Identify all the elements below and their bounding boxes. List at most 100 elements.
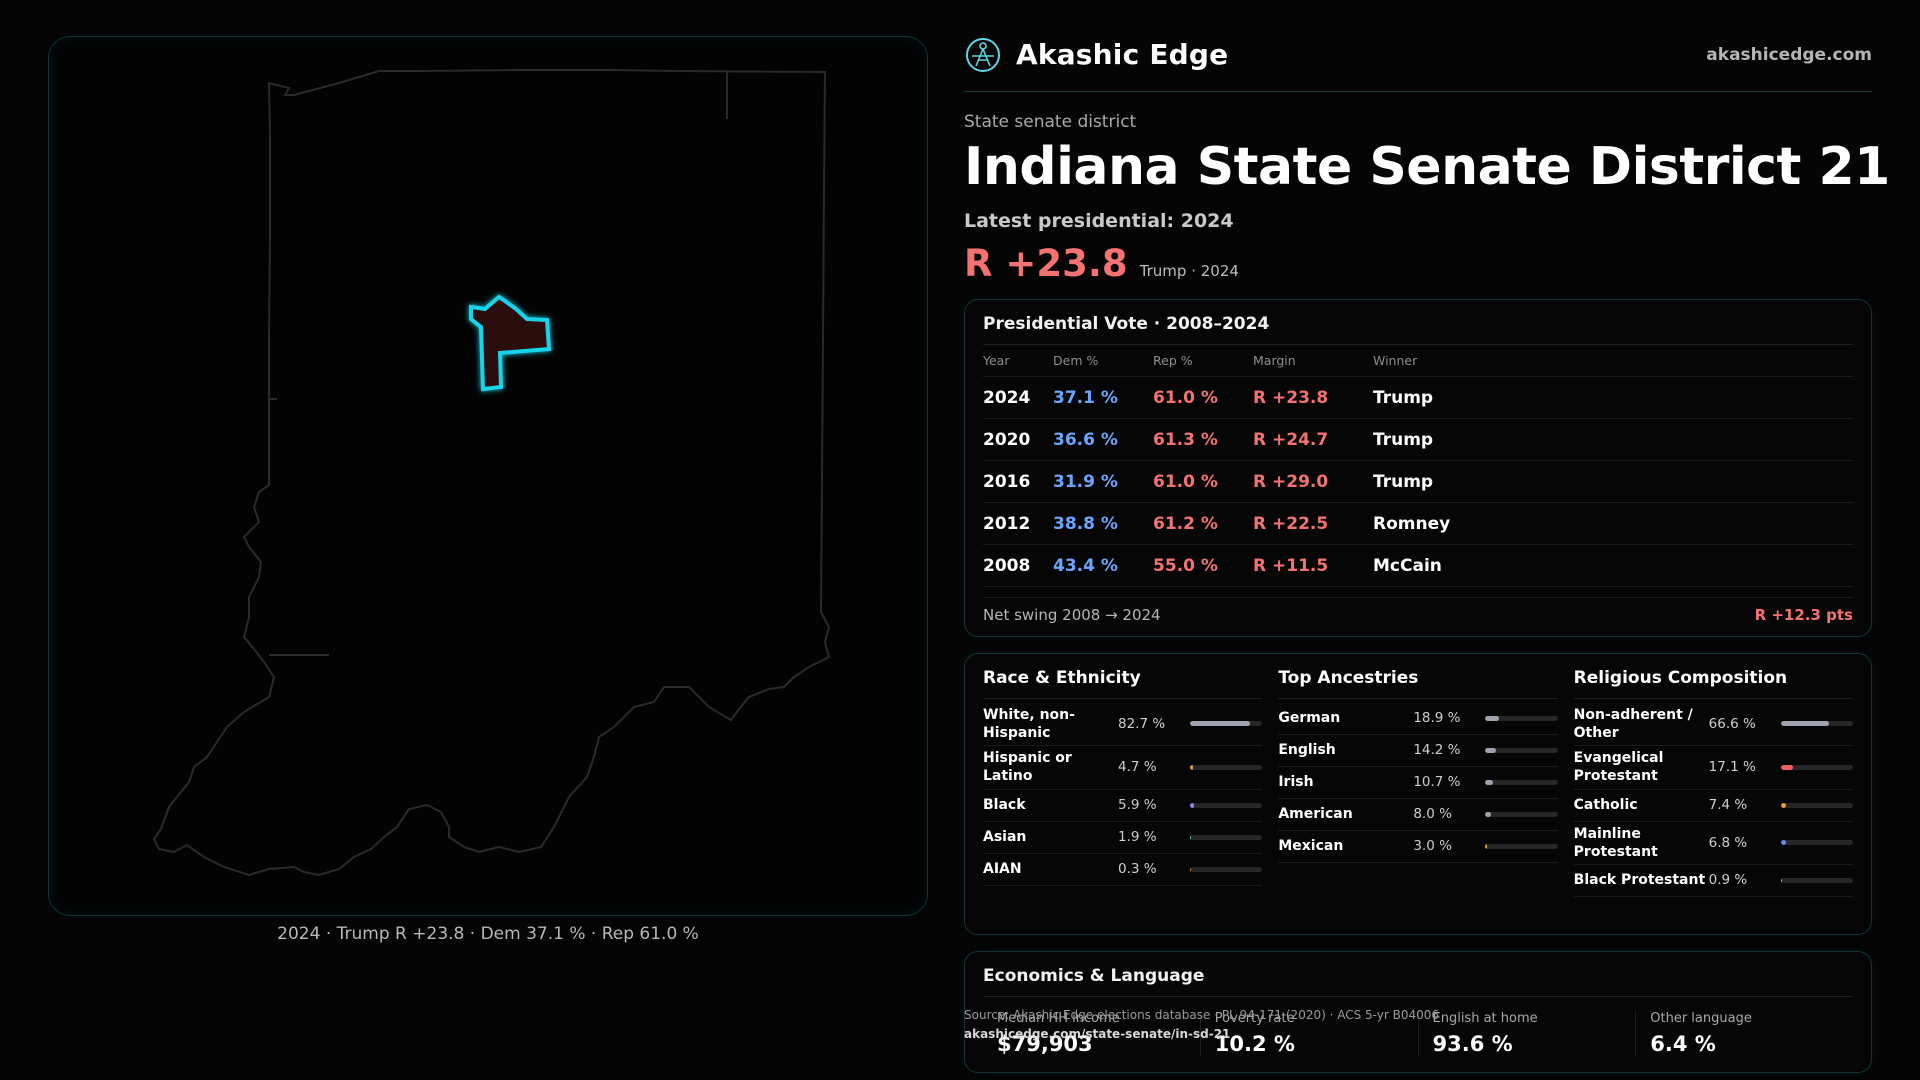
cell-dem: 31.9 % bbox=[1053, 460, 1153, 504]
cell-rep: 61.0 % bbox=[1153, 460, 1253, 504]
district-21-shape[interactable] bbox=[469, 294, 552, 392]
source-url-link[interactable]: akashicedge.com/state-senate/in-sd-21 bbox=[964, 1027, 1231, 1042]
stat-value: 6.4 % bbox=[1650, 1031, 1716, 1056]
religious-composition-title: Religious Composition bbox=[1573, 668, 1853, 699]
ancestry-bar bbox=[1485, 843, 1558, 849]
table-row: 2020 36.6 % 61.3 % R +24.7 Trump bbox=[983, 418, 1853, 462]
cell-margin: R +29.0 bbox=[1253, 460, 1373, 504]
religion-bar-fill bbox=[1780, 877, 1782, 883]
religion-bar bbox=[1780, 764, 1853, 770]
net-swing-value: R +12.3 pts bbox=[1754, 606, 1853, 625]
religion-bar-fill bbox=[1780, 721, 1829, 727]
ancestry-value: 10.7 % bbox=[1413, 774, 1461, 791]
cell-rep: 61.2 % bbox=[1153, 502, 1253, 546]
akashic-edge-logo-icon bbox=[966, 37, 1000, 72]
religion-bar-fill bbox=[1780, 802, 1786, 808]
stat-label: Median HH income bbox=[997, 1010, 1120, 1026]
table-row: 2016 31.9 % 61.0 % R +29.0 Trump bbox=[983, 460, 1853, 504]
ancestry-bar-fill bbox=[1485, 715, 1499, 721]
cell-year: 2012 bbox=[983, 502, 1053, 546]
religion-bar bbox=[1780, 840, 1853, 846]
brand[interactable]: Akashic Edge bbox=[964, 36, 1228, 74]
top-ancestries-section: Top Ancestries German 18.9 % English 14.2 %… bbox=[1278, 668, 1558, 920]
ancestry-row: English 14.2 % bbox=[1278, 735, 1558, 767]
cell-margin: R +24.7 bbox=[1253, 418, 1373, 462]
cell-year: 2020 bbox=[983, 418, 1053, 462]
ancestry-bar bbox=[1485, 779, 1558, 785]
ancestry-label: Mexican bbox=[1278, 838, 1344, 855]
race-label: AIAN bbox=[983, 860, 1022, 877]
cell-winner: Trump bbox=[1373, 460, 1853, 504]
stat-label: Poverty rate bbox=[1214, 1010, 1295, 1026]
stat-other-language: Other language 6.4 % bbox=[1636, 1011, 1853, 1056]
stat-english-at-home: English at home 93.6 % bbox=[1419, 1010, 1637, 1056]
ancestry-value: 8.0 % bbox=[1413, 806, 1452, 823]
religion-label: Evangelical Protestant bbox=[1573, 750, 1664, 785]
source-footer: Source: Akashic Edge elections database … bbox=[964, 1006, 1439, 1044]
race-bar bbox=[1190, 721, 1263, 727]
table-row: 2024 37.1 % 61.0 % R +23.8 Trump bbox=[983, 376, 1853, 420]
ancestry-label: English bbox=[1278, 742, 1336, 759]
ancestry-value: 14.2 % bbox=[1413, 742, 1461, 759]
ancestry-value: 18.9 % bbox=[1413, 710, 1461, 727]
map-caption: 2024 · Trump R +23.8 · Dem 37.1 % · Rep … bbox=[277, 924, 699, 944]
religion-bar bbox=[1780, 802, 1853, 808]
religion-label: Black Protestant bbox=[1573, 872, 1706, 889]
cell-dem: 38.8 % bbox=[1053, 502, 1153, 546]
ancestry-bar bbox=[1485, 715, 1558, 721]
race-bar-fill bbox=[1190, 834, 1192, 840]
race-row: Asian 1.9 % bbox=[983, 822, 1263, 854]
religion-value: 0.9 % bbox=[1708, 872, 1748, 889]
cell-dem: 37.1 % bbox=[1053, 376, 1153, 420]
ancestry-bar bbox=[1485, 811, 1558, 817]
stat-value: $79,903 bbox=[997, 1031, 1093, 1056]
net-swing-row: Net swing 2008 → 2024 R +12.3 pts bbox=[983, 597, 1853, 624]
race-row: AIAN 0.3 % bbox=[983, 854, 1263, 886]
district-map[interactable] bbox=[49, 37, 929, 917]
cell-year: 2008 bbox=[983, 544, 1053, 588]
ancestry-value: 3.0 % bbox=[1413, 838, 1452, 855]
race-value: 1.9 % bbox=[1118, 829, 1157, 846]
table-header-row: Year Dem % Rep % Margin Winner bbox=[983, 344, 1853, 378]
brand-url-link[interactable]: akashicedge.com bbox=[1706, 44, 1872, 65]
column-header-dem: Dem % bbox=[1053, 344, 1153, 378]
religion-label: Mainline Protestant bbox=[1573, 825, 1658, 860]
top-ancestries-title: Top Ancestries bbox=[1278, 668, 1558, 699]
stat-label: Other language bbox=[1650, 1010, 1752, 1026]
demographics-card: Race & Ethnicity White, non-Hispanic 82.7… bbox=[964, 652, 1872, 935]
state-outline bbox=[152, 69, 831, 877]
ancestry-row: American 8.0 % bbox=[1278, 799, 1558, 831]
stat-value: 10.2 % bbox=[1214, 1031, 1295, 1056]
page-title: Indiana State Senate District 21 bbox=[964, 137, 1890, 197]
race-row: White, non-Hispanic 82.7 % bbox=[983, 703, 1263, 747]
race-value: 4.7 % bbox=[1118, 759, 1157, 776]
ancestry-bar-fill bbox=[1485, 747, 1496, 753]
column-header-year: Year bbox=[983, 344, 1053, 378]
race-bar-fill bbox=[1190, 764, 1194, 770]
stat-poverty-rate: Poverty rate 10.2 % bbox=[1201, 1010, 1419, 1056]
ancestry-bar-fill bbox=[1485, 811, 1492, 817]
religion-label: Non-adherent / Other bbox=[1573, 706, 1693, 741]
race-bar bbox=[1190, 834, 1263, 840]
ancestry-bar bbox=[1485, 747, 1558, 753]
race-bar-fill bbox=[1190, 802, 1195, 808]
religion-row: Mainline Protestant 6.8 % bbox=[1573, 822, 1853, 865]
religion-row: Evangelical Protestant 17.1 % bbox=[1573, 746, 1853, 790]
cell-dem: 36.6 % bbox=[1053, 418, 1153, 462]
ancestry-row: German 18.9 % bbox=[1278, 703, 1558, 735]
brand-header: Akashic Edge akashicedge.com bbox=[964, 36, 1872, 92]
margin-subtitle: Trump · 2024 bbox=[1139, 261, 1239, 280]
ancestry-label: Irish bbox=[1278, 774, 1314, 791]
ancestry-bar-fill bbox=[1485, 779, 1494, 785]
religion-value: 6.8 % bbox=[1708, 834, 1748, 851]
religious-composition-section: Religious Composition Non-adherent / Oth… bbox=[1573, 668, 1853, 920]
cell-year: 2016 bbox=[983, 460, 1053, 504]
ancestry-label: German bbox=[1278, 710, 1341, 727]
column-header-rep: Rep % bbox=[1153, 344, 1253, 378]
religion-bar-fill bbox=[1780, 840, 1786, 846]
cell-margin: R +22.5 bbox=[1253, 502, 1373, 546]
race-label: Hispanic or Latino bbox=[983, 750, 1072, 785]
economics-grid: Median HH income $79,903 Poverty rate 10… bbox=[983, 1010, 1853, 1056]
presidential-vote-table: Year Dem % Rep % Margin Winner 2024 37.1… bbox=[983, 344, 1853, 588]
map-panel[interactable] bbox=[48, 36, 928, 916]
